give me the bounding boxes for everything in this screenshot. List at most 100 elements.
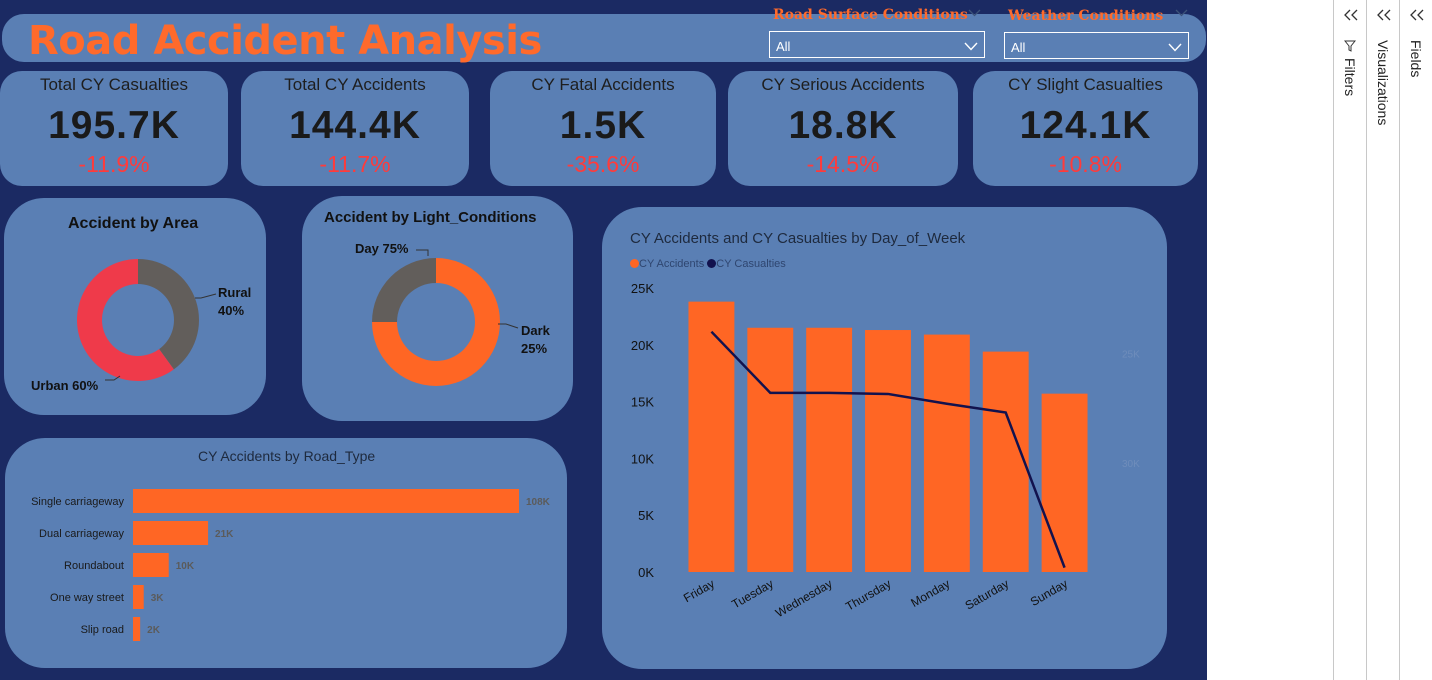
donut-slice-day[interactable]	[372, 258, 500, 386]
kpi-card-fatal-accidents: CY Fatal Accidents 1.5K -35.6%	[490, 71, 716, 186]
day-of-week-panel: CY Accidents and CY Casualties by Day_of…	[602, 207, 1167, 669]
area-label-urban: Urban 60%	[31, 378, 99, 393]
casualties-line[interactable]	[710, 330, 1066, 569]
road-type-data-label: 3K	[151, 593, 165, 604]
road-type-bar[interactable]	[133, 521, 209, 545]
report-canvas: Road Accident Analysis Road Surface Cond…	[0, 0, 1207, 680]
filter-icon	[1342, 40, 1358, 52]
road-type-data-label: 2K	[147, 625, 161, 636]
filters-pane[interactable]: Filters	[1333, 0, 1367, 680]
kpi-value: 144.4K	[289, 104, 421, 147]
week-chart-title: CY Accidents and CY Casualties by Day_of…	[630, 230, 966, 247]
light-label-day: Day 75%	[355, 241, 409, 256]
double-chevron-left-icon[interactable]	[1377, 8, 1391, 26]
light-label-dark: Dark 25%	[521, 323, 550, 356]
kpi-change: -11.7%	[319, 151, 391, 177]
chevron-down-icon[interactable]	[968, 8, 981, 20]
road-type-bar[interactable]	[133, 617, 141, 641]
fields-pane[interactable]: Fields	[1399, 0, 1432, 680]
filters-pane-label: Filters	[1342, 40, 1358, 96]
y-axis-tick-label: 25K	[631, 281, 654, 296]
visualizations-pane[interactable]: Visualizations	[1366, 0, 1400, 680]
fields-pane-label: Fields	[1408, 40, 1424, 78]
double-chevron-left-icon[interactable]	[1410, 8, 1424, 26]
y-axis-tick-label: 10K	[631, 451, 654, 466]
road-surface-value: All	[776, 39, 791, 54]
kpi-change: -14.5%	[806, 151, 880, 177]
day-of-week-bar[interactable]	[688, 301, 735, 572]
x-axis-tick-label: Tuesday	[729, 576, 775, 611]
road-type-category-label: Roundabout	[64, 560, 124, 572]
legend-casualties-marker	[707, 259, 717, 268]
y-axis-tick-label: 0K	[638, 565, 654, 580]
x-axis-tick-label: Monday	[908, 576, 952, 609]
donut-slice-dark[interactable]	[372, 258, 436, 322]
x-axis-tick-label: Wednesday	[773, 576, 835, 620]
area-donut-panel: Accident by Area Rural 40% Urban 60%	[4, 198, 266, 415]
area-label-rural: Rural 40%	[218, 285, 252, 318]
light-donut-chart	[372, 249, 519, 386]
chevron-down-icon	[1168, 39, 1182, 57]
kpi-card-total-accidents: Total CY Accidents 144.4K -11.7%	[241, 71, 469, 186]
kpi-change: -35.6%	[566, 151, 640, 177]
report-title: Road Accident Analysis	[28, 18, 542, 64]
y2-axis-tick-label: 25K	[1122, 350, 1140, 361]
road-chart-title: CY Accidents by Road_Type	[198, 448, 376, 464]
kpi-card-serious-accidents: CY Serious Accidents 18.8K -14.5%	[728, 71, 958, 186]
kpi-value: 195.7K	[48, 104, 180, 147]
road-type-panel: CY Accidents by Road_Type Single carriag…	[5, 438, 567, 668]
road-type-bar[interactable]	[133, 585, 144, 609]
weather-value: All	[1011, 40, 1026, 55]
kpi-change: -10.8%	[1049, 151, 1122, 177]
side-panes: Filters Visualizations Fields	[1207, 0, 1432, 680]
chevron-down-icon[interactable]	[1175, 8, 1188, 20]
kpi-label: Total CY Casualties	[39, 75, 189, 94]
leader-line	[105, 375, 121, 381]
day-of-week-combo-chart: 0K 5K 10K 15K 20K 25K 30K 25K Friday TuesdayWedne…	[631, 281, 1140, 620]
y-axis-tick-label: 20K	[631, 338, 654, 353]
weather-dropdown[interactable]: All	[1004, 32, 1189, 59]
visualizations-pane-label: Visualizations	[1375, 40, 1391, 126]
road-type-category-label: Dual carriageway	[39, 528, 124, 540]
kpi-label: CY Slight Casualties	[1008, 75, 1163, 94]
road-type-data-label: 21K	[215, 529, 234, 540]
legend-casualties-label: CY Casualties	[716, 258, 786, 270]
slicer-road-surface-label: Road Surface Conditions	[773, 7, 968, 23]
leader-line	[416, 249, 429, 256]
area-chart-title: Accident by Area	[68, 215, 199, 232]
road-type-category-label: Slip road	[81, 624, 124, 636]
y2-axis-tick-label: 30K	[1122, 459, 1140, 470]
area-donut-chart	[77, 259, 217, 381]
day-of-week-bar[interactable]	[806, 327, 853, 572]
leader-line	[498, 323, 519, 329]
slicer-weather-label: Weather Conditions	[1008, 8, 1164, 24]
kpi-label: CY Serious Accidents	[761, 75, 925, 94]
road-type-category-label: Single carriageway	[31, 496, 124, 508]
kpi-label: Total CY Accidents	[284, 75, 426, 94]
kpi-value: 18.8K	[788, 104, 898, 147]
day-of-week-bar[interactable]	[982, 351, 1029, 572]
x-axis-tick-label: Saturday	[963, 576, 1012, 612]
light-chart-title: Accident by Light_Conditions	[324, 209, 537, 226]
y-axis-tick-label: 15K	[631, 395, 654, 410]
legend-accidents-marker	[630, 259, 639, 268]
road-type-bar[interactable]	[133, 553, 169, 577]
donut-slice-rural[interactable]	[138, 259, 199, 370]
legend-accidents-label: CY Accidents	[639, 258, 705, 270]
road-type-category-label: One way street	[50, 592, 124, 604]
double-chevron-left-icon[interactable]	[1344, 8, 1358, 26]
x-axis-tick-label: Friday	[681, 576, 717, 605]
road-surface-dropdown[interactable]: All	[769, 31, 985, 58]
x-axis-tick-label: Sunday	[1028, 576, 1070, 608]
day-of-week-bar[interactable]	[1041, 393, 1088, 572]
chart-legend: CY Accidents CY Casualties	[630, 258, 786, 270]
light-donut-panel: Accident by Light_Conditions Day 75% Dar…	[302, 196, 573, 421]
donut-slice-urban[interactable]	[77, 259, 174, 381]
day-of-week-bar[interactable]	[865, 330, 911, 572]
leader-line	[195, 293, 217, 299]
road-type-data-label: 108K	[526, 497, 551, 508]
day-of-week-bar[interactable]	[923, 334, 970, 572]
x-axis-tick-label: Thursday	[843, 576, 893, 613]
road-type-bar[interactable]	[133, 489, 519, 513]
day-of-week-bar[interactable]	[747, 327, 794, 572]
